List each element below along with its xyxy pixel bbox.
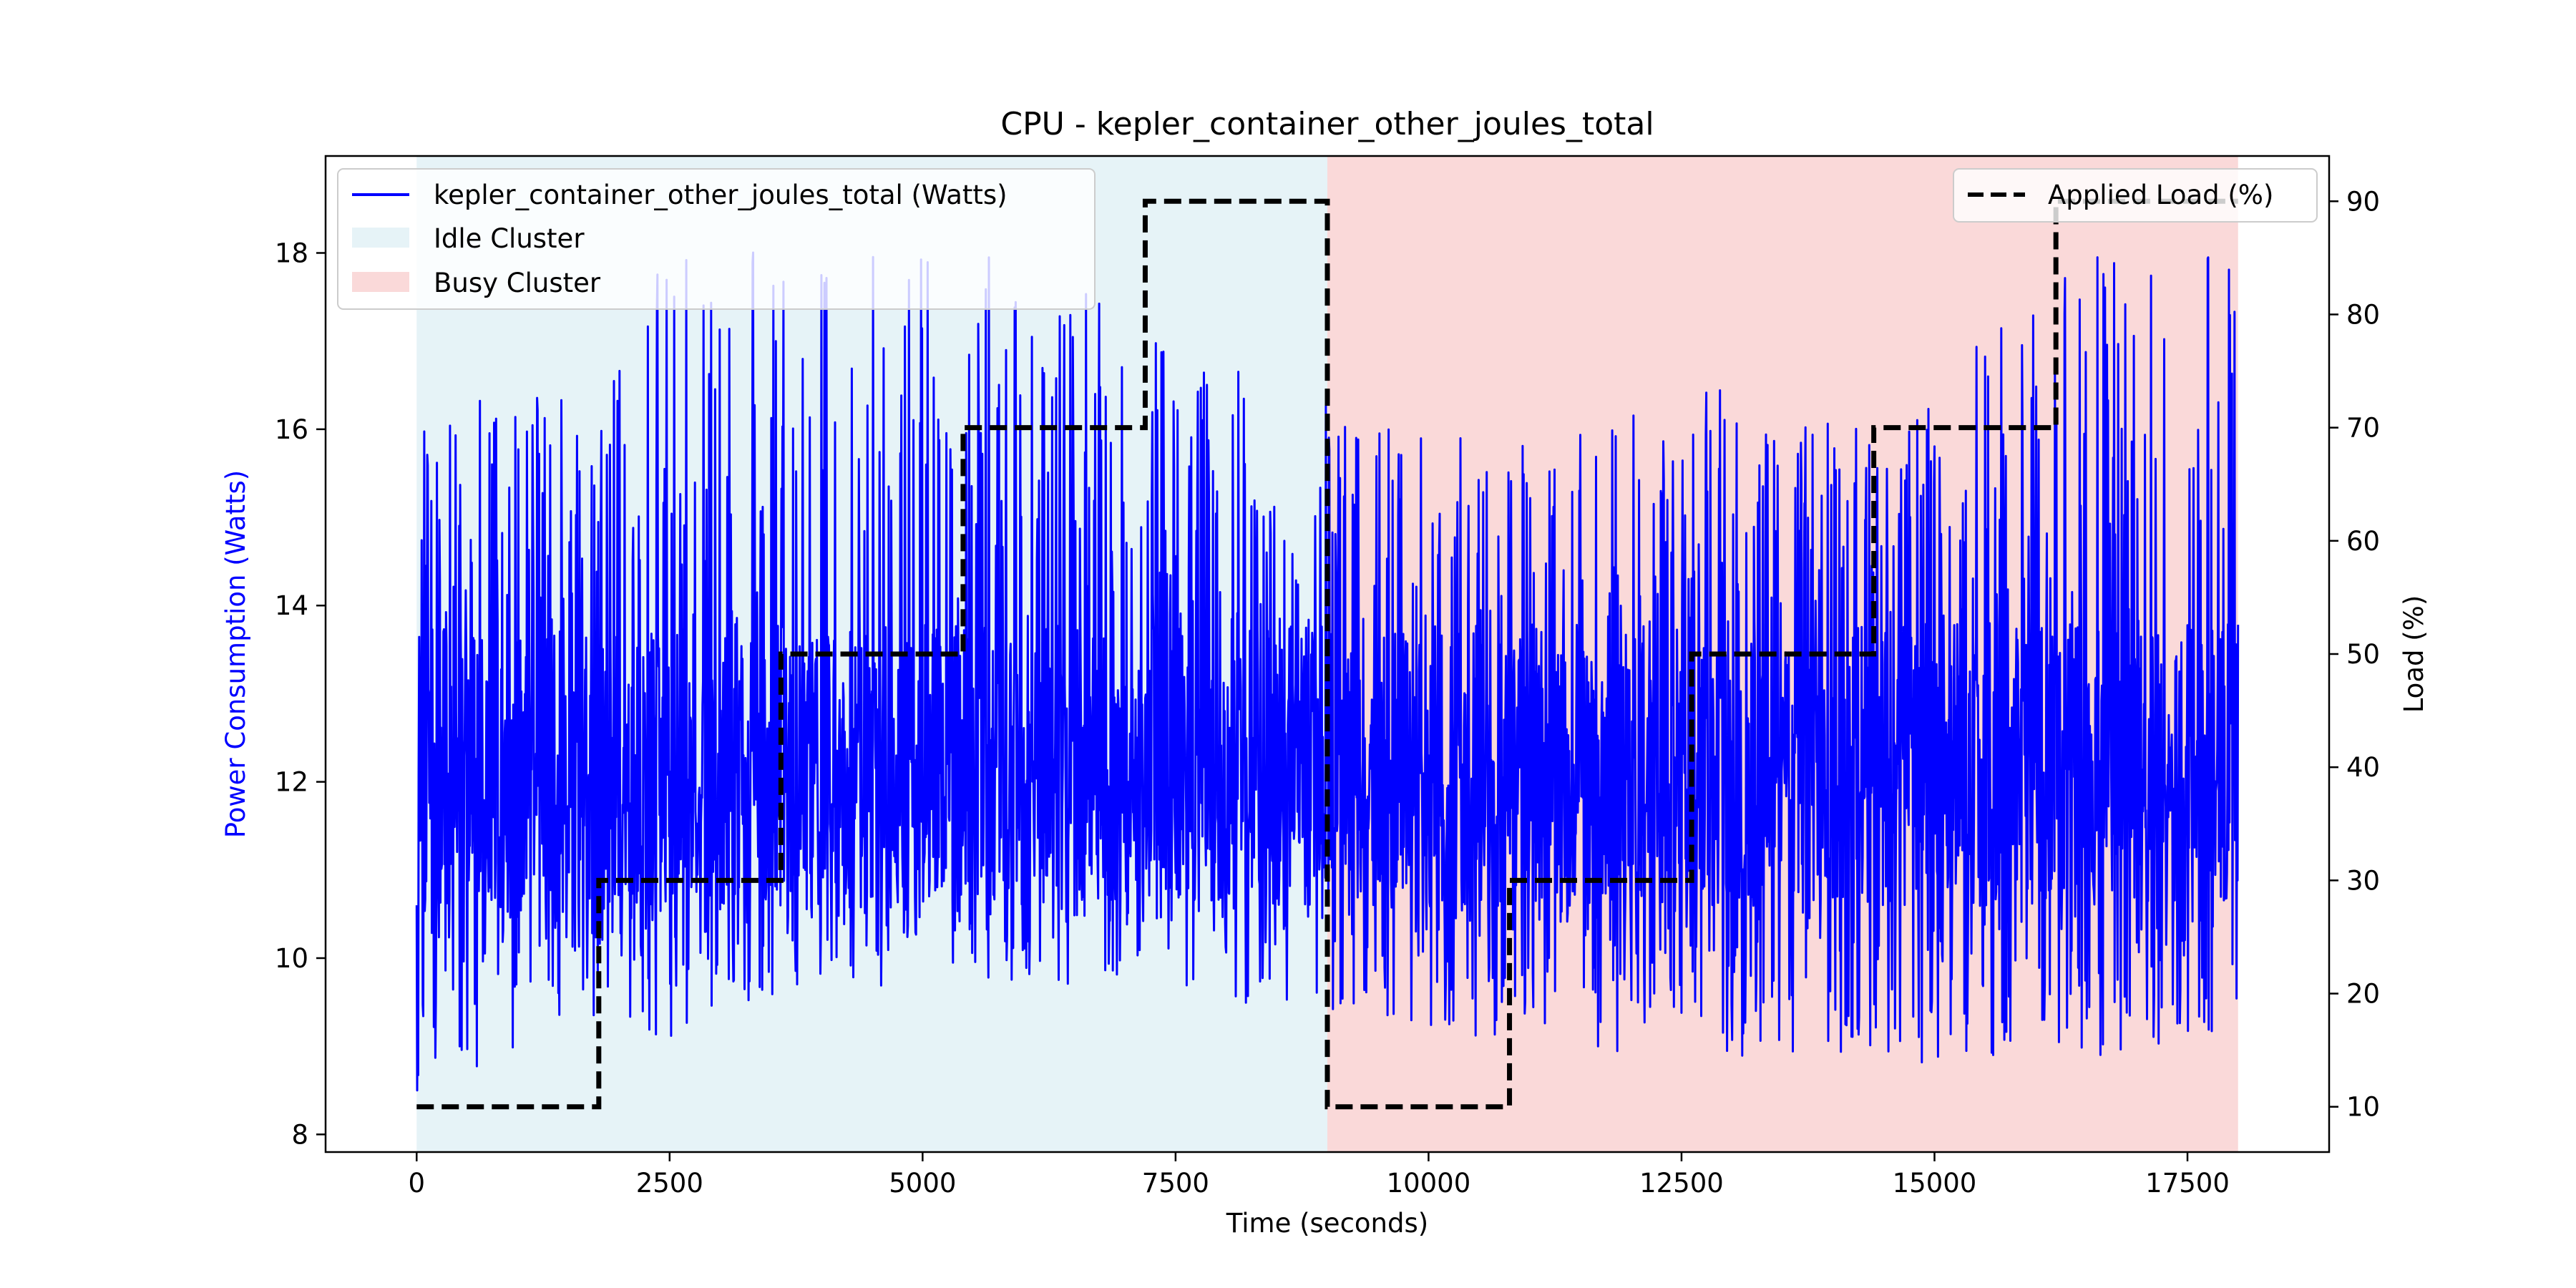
y-right-tick-label: 60 xyxy=(2346,526,2380,557)
legend-load-label: Applied Load (%) xyxy=(2048,180,2273,210)
legend-left-frame xyxy=(337,168,1096,310)
y-left-tick-label: 16 xyxy=(275,414,308,445)
y-right-tick-label: 50 xyxy=(2346,639,2380,670)
x-tick-label: 0 xyxy=(408,1168,425,1199)
y-right-tick-label: 40 xyxy=(2346,752,2380,783)
chart-title: CPU - kepler_container_other_joules_tota… xyxy=(1000,106,1654,142)
y-right-tick-label: 70 xyxy=(2346,413,2380,444)
legend-idle-label: Idle Cluster xyxy=(434,223,585,254)
y-right-tick-label: 80 xyxy=(2346,299,2380,330)
x-axis-title: Time (seconds) xyxy=(1226,1208,1428,1239)
y-left-axis-title: Power Consumption (Watts) xyxy=(220,470,251,839)
x-tick-label: 10000 xyxy=(1387,1168,1471,1199)
y-right-axis-title: Load (%) xyxy=(2399,595,2429,713)
legend-right-frame xyxy=(1953,168,2318,223)
x-tick-label: 17500 xyxy=(2145,1168,2230,1199)
y-right-tick-label: 30 xyxy=(2346,865,2380,896)
x-tick-label: 15000 xyxy=(1893,1168,1977,1199)
legend-right: Applied Load (%) xyxy=(1953,168,2318,223)
legend-idle-swatch xyxy=(352,228,409,248)
legend-busy-swatch xyxy=(352,272,409,292)
y-left-tick-label: 10 xyxy=(275,943,308,974)
y-right-tick-label: 10 xyxy=(2346,1092,2380,1123)
x-tick-label: 2500 xyxy=(636,1168,703,1199)
load-series-group xyxy=(416,198,2238,1110)
y-left-tick-label: 18 xyxy=(275,238,308,269)
legend-power-label: kepler_container_other_joules_total (Wat… xyxy=(434,180,1008,210)
y-right-tick-label: 90 xyxy=(2346,186,2380,217)
y-left-tick-label: 12 xyxy=(275,767,308,798)
x-tick-label: 7500 xyxy=(1142,1168,1209,1199)
x-tick-label: 5000 xyxy=(889,1168,956,1199)
applied-load-line xyxy=(416,198,2238,1110)
y-left-axis-ticks: 8 10 12 14 16 18 xyxy=(275,238,326,1150)
x-axis-ticks: 0 2500 5000 7500 10000 12500 15000 17500 xyxy=(408,1152,2230,1199)
x-tick-label: 12500 xyxy=(1639,1168,1724,1199)
y-right-tick-label: 20 xyxy=(2346,979,2380,1010)
legend-left: kepler_container_other_joules_total (Wat… xyxy=(337,168,1096,310)
y-right-axis-ticks: 10 20 30 40 50 60 70 80 90 xyxy=(2329,186,2380,1123)
y-left-tick-label: 14 xyxy=(275,590,308,621)
y-left-tick-label: 8 xyxy=(291,1119,308,1150)
legend-busy-label: Busy Cluster xyxy=(434,268,601,298)
